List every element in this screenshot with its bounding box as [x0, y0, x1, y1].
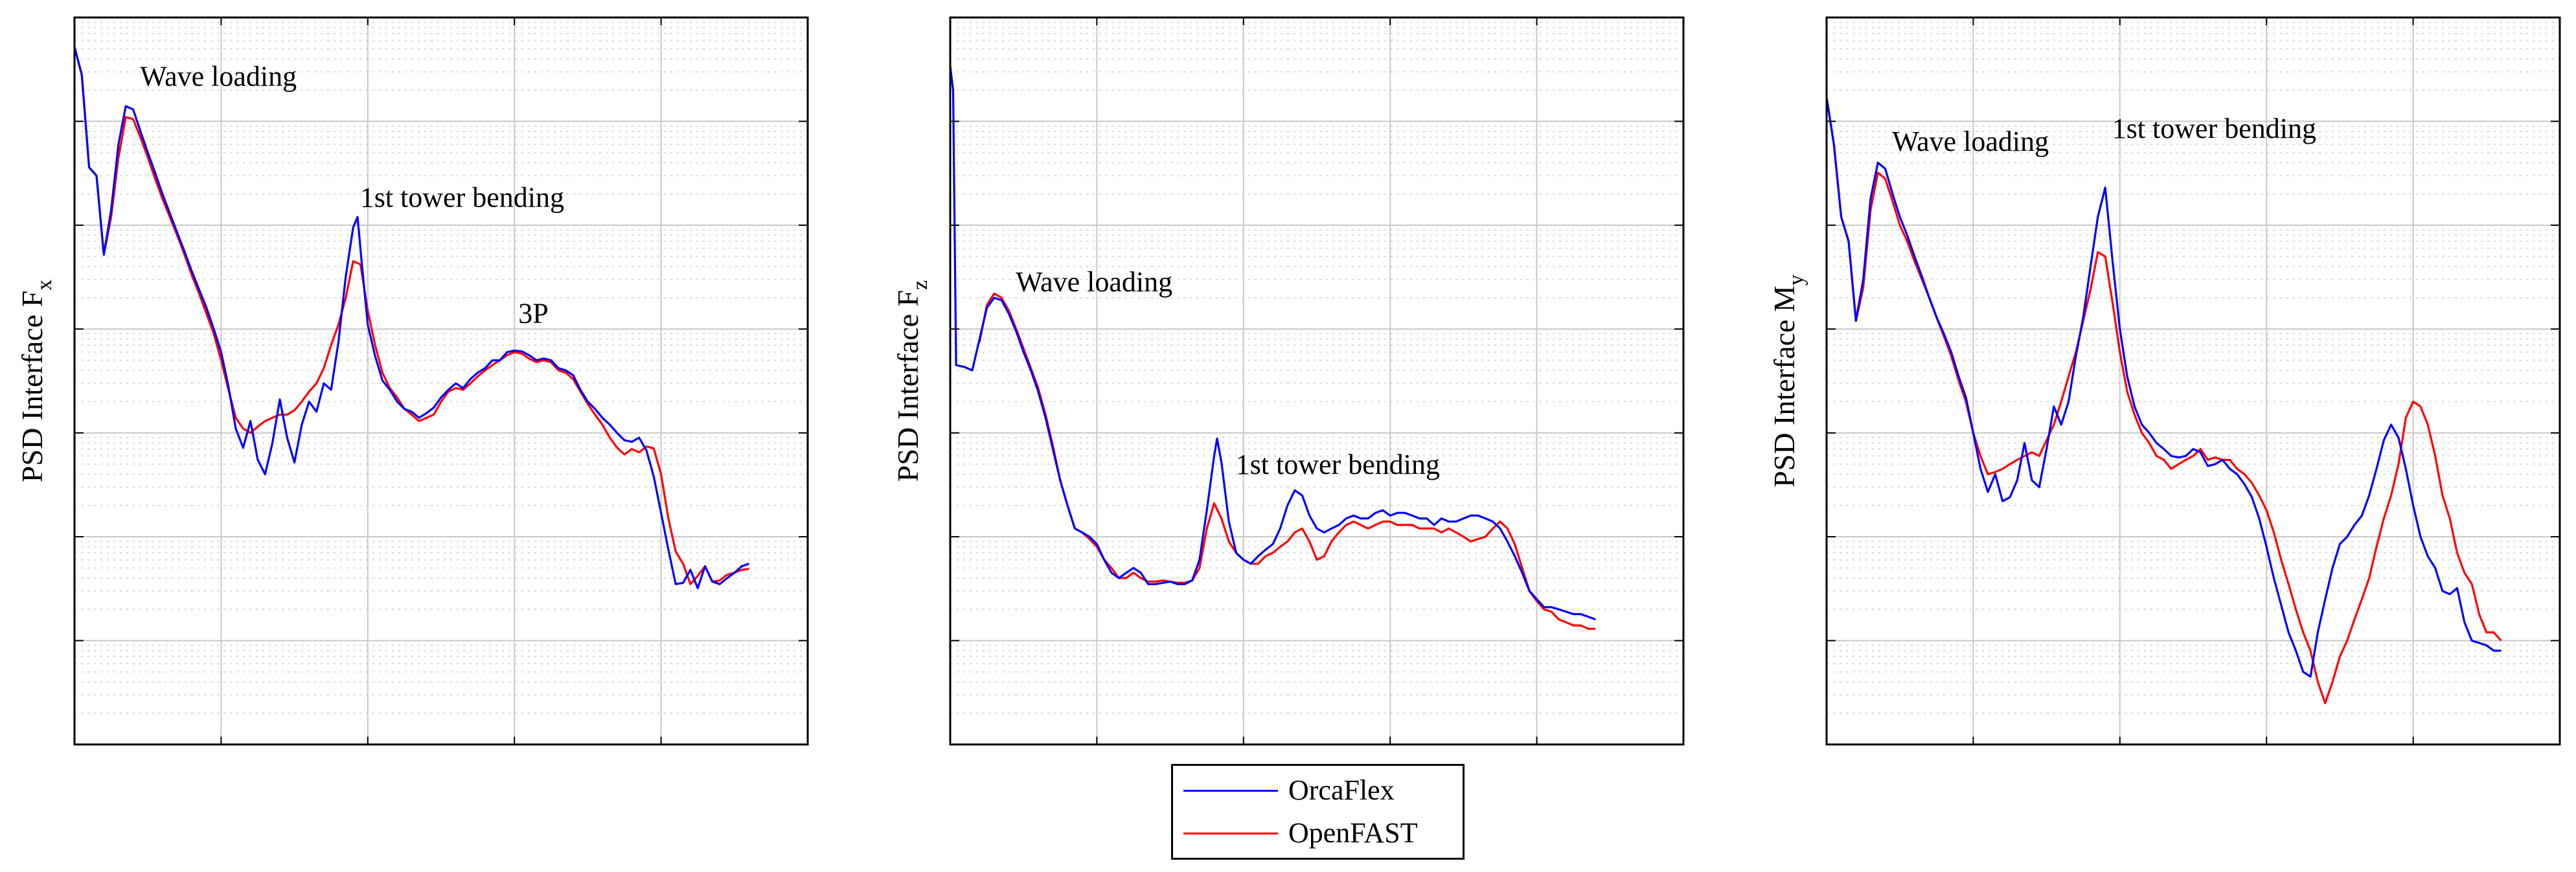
- series-line-openfast: [74, 47, 749, 585]
- axes-box: [73, 16, 809, 746]
- series-line-orcaflex: [1827, 97, 2502, 678]
- annotation-3p: 3P: [518, 297, 548, 329]
- legend-line-orcaflex: [1183, 790, 1278, 792]
- series-line-orcaflex: [950, 66, 1596, 621]
- y-axis-label: PSD Interface Fx: [16, 280, 56, 482]
- annotation-wave-loading: Wave loading: [1892, 126, 2049, 157]
- series-group: [74, 47, 749, 590]
- y-axis-label-main: PSD Interface F: [16, 291, 49, 482]
- legend-label-openfast: OpenFAST: [1288, 817, 1418, 849]
- legend-item-orcaflex: OrcaFlex: [1173, 772, 1463, 809]
- annotation-1st-tower-bending: 1st tower bending: [360, 182, 564, 214]
- panel-2: Wave loading 1st tower bending PSD Interfa…: [891, 16, 1685, 746]
- y-axis-label-main: PSD Interface F: [891, 290, 924, 482]
- y-axis-label: PSD Interface Fz: [891, 280, 932, 482]
- y-axis-label-main: PSD Interface M: [1768, 285, 1801, 487]
- axes-box: [949, 16, 1685, 746]
- series-group: [950, 66, 1596, 630]
- annotation-wave-loading: Wave loading: [140, 61, 297, 93]
- annotation-wave-loading: Wave loading: [1016, 266, 1172, 298]
- legend-item-openfast: OpenFAST: [1173, 815, 1463, 851]
- y-axis-label-subscript: x: [32, 280, 56, 291]
- series-line-orcaflex: [74, 47, 749, 590]
- axes-box: [1825, 16, 2561, 746]
- plot-area: [1827, 17, 2560, 744]
- panel-3: Wave loading 1st tower bending PSD Interfa…: [1768, 16, 2561, 746]
- annotation-1st-tower-bending: 1st tower bending: [1236, 449, 1440, 480]
- legend-label-orcaflex: OrcaFlex: [1288, 774, 1395, 806]
- plot-area: [950, 17, 1683, 744]
- legend-line-openfast: [1183, 833, 1278, 834]
- annotation-1st-tower-bending: 1st tower bending: [2112, 113, 2316, 144]
- legend: OrcaFlex OpenFAST: [1171, 764, 1465, 860]
- series-group: [1827, 97, 2502, 704]
- panel-1: Wave loading 1st tower bending 3P PSD Inter…: [16, 16, 809, 746]
- y-axis-label-subscript: y: [1784, 274, 1808, 285]
- y-axis-label: PSD Interface My: [1768, 274, 1808, 487]
- y-axis-label-subscript: z: [908, 280, 932, 290]
- plot-area: [74, 17, 808, 744]
